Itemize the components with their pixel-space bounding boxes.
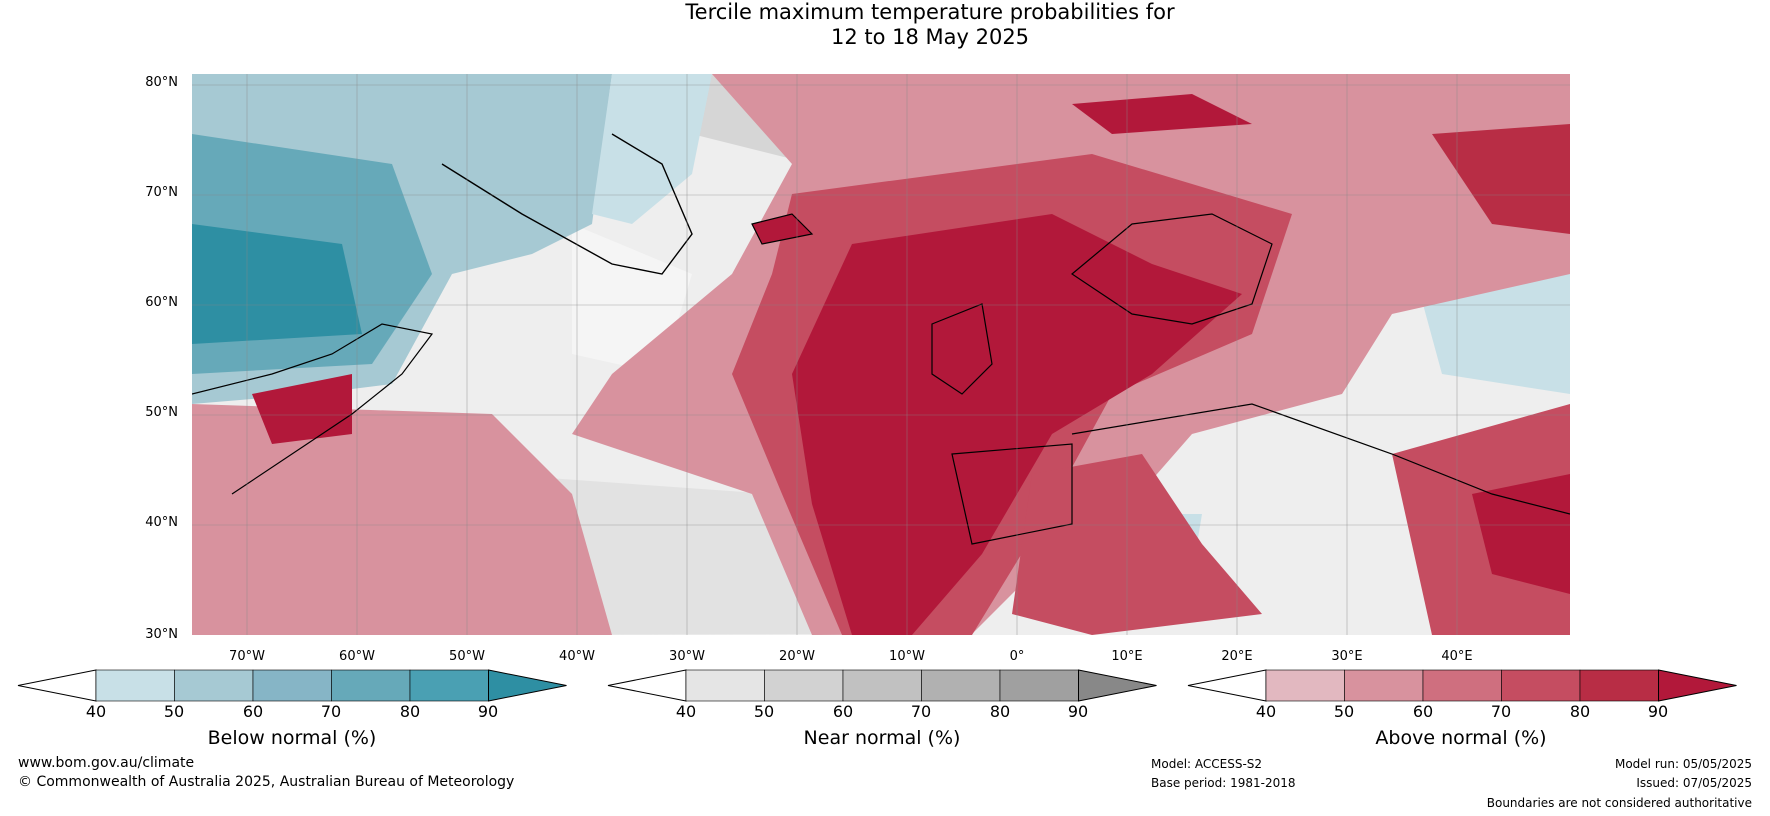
above-normal-label: Above normal (%) (1375, 727, 1547, 749)
lon-label-60w: 60°W (339, 649, 375, 664)
above-normal-segment-3 (1422, 669, 1502, 702)
colorbar-near-normal (607, 669, 1157, 702)
map-canvas (192, 74, 1570, 635)
near-tick-80: 80 (989, 702, 1011, 721)
near-tick-60: 60 (832, 702, 854, 721)
colorbars (17, 669, 1737, 702)
near-normal-segment-5 (999, 669, 1079, 702)
disclaimer-text: Boundaries are not considered authoritat… (1486, 796, 1752, 810)
above-normal-middle-east-core (1472, 474, 1570, 594)
model-run-text: Model run: 05/05/2025 (1614, 757, 1752, 771)
above-normal-kara (1432, 124, 1570, 234)
title-line-1: Tercile maximum temperature probabilitie… (685, 0, 1175, 24)
below-normal-segment-3 (252, 669, 332, 702)
lon-label-70w: 70°W (229, 649, 265, 664)
above-tick-60: 60 (1412, 702, 1434, 721)
near-normal-segment-3 (842, 669, 922, 702)
below-tick-70: 70 (320, 702, 342, 721)
above-normal-mediterranean (1012, 454, 1262, 635)
above-tick-90: 90 (1647, 702, 1669, 721)
below-normal-greenland (592, 74, 712, 224)
below-tick-40: 40 (85, 702, 107, 721)
lat-label-60n: 60°N (145, 295, 178, 310)
map-gridlines (192, 74, 1570, 635)
above-normal-segment-4 (1501, 669, 1581, 702)
above-tick-70: 70 (1490, 702, 1512, 721)
near-normal-segment-4 (921, 669, 1001, 702)
near-normal-extend-low (607, 669, 687, 702)
lon-label-40w: 40°W (559, 649, 595, 664)
above-tick-80: 80 (1569, 702, 1591, 721)
above-normal-segment-5 (1579, 669, 1659, 702)
iberia-outline (951, 443, 1073, 545)
above-normal-segment-2 (1344, 669, 1424, 702)
below-normal-segment-5 (409, 669, 489, 702)
below-normal-extend-high (488, 669, 567, 702)
below-normal-segment-2 (174, 669, 254, 702)
above-normal-svalbard (1072, 94, 1252, 134)
north-america-coastline (192, 323, 434, 495)
colorbar-below-normal (17, 669, 567, 702)
website-link[interactable]: www.bom.gov.au/climate (18, 755, 195, 771)
lon-label-20e: 20°E (1221, 649, 1253, 664)
below-tick-50: 50 (163, 702, 185, 721)
colorbar-above-normal (1187, 669, 1737, 702)
near-normal-segment-2 (764, 669, 844, 702)
near-tick-90: 90 (1067, 702, 1089, 721)
lat-label-50n: 50°N (145, 405, 178, 420)
britain-outline (931, 303, 993, 395)
issued-text: Issued: 07/05/2025 (1636, 776, 1752, 790)
lat-label-30n: 30°N (145, 627, 178, 642)
lon-label-40e: 40°E (1441, 649, 1473, 664)
above-normal-extend-high (1658, 669, 1737, 702)
model-text: Model: ACCESS-S2 (1151, 757, 1263, 771)
near-tick-50: 50 (753, 702, 775, 721)
above-normal-extend-low (1187, 669, 1267, 702)
above-normal-newfoundland (252, 374, 352, 444)
near-normal-label: Near normal (%) (803, 727, 961, 749)
below-normal-segment-1 (95, 669, 175, 702)
lon-label-50w: 50°W (449, 649, 485, 664)
base-period-text: Base period: 1981-2018 (1151, 776, 1296, 790)
lon-label-10w: 10°W (889, 649, 925, 664)
below-normal-label: Below normal (%) (207, 727, 377, 749)
above-normal-atlantic-southwest (192, 404, 612, 635)
lat-label-70n: 70°N (145, 185, 178, 200)
lat-label-40n: 40°N (145, 515, 178, 530)
below-normal-strong-canada (192, 224, 362, 344)
near-tick-40: 40 (675, 702, 697, 721)
below-tick-60: 60 (242, 702, 264, 721)
lon-label-20w: 20°W (779, 649, 815, 664)
copyright-text: © Commonwealth of Australia 2025, Austra… (18, 774, 515, 790)
lon-label-10e: 10°E (1111, 649, 1143, 664)
lat-label-80n: 80°N (145, 75, 178, 90)
lon-label-0: 0° (1009, 649, 1025, 664)
below-tick-90: 90 (477, 702, 499, 721)
southern-europe-coastline (1071, 403, 1570, 515)
above-tick-40: 40 (1255, 702, 1277, 721)
chart-title: Tercile maximum temperature probabilitie… (0, 0, 1770, 50)
below-normal-segment-4 (331, 669, 411, 702)
probability-map (192, 74, 1570, 635)
near-tick-70: 70 (910, 702, 932, 721)
near-normal-segment-1 (685, 669, 765, 702)
near-normal-extend-high (1078, 669, 1157, 702)
lon-label-30w: 30°W (669, 649, 705, 664)
below-normal-extend-low (17, 669, 97, 702)
below-tick-80: 80 (399, 702, 421, 721)
lon-label-30e: 30°E (1331, 649, 1363, 664)
above-normal-segment-1 (1265, 669, 1345, 702)
greenland-coastline (441, 133, 693, 275)
above-tick-50: 50 (1333, 702, 1355, 721)
title-line-2: 12 to 18 May 2025 (830, 25, 1030, 49)
scandinavia-outline (1070, 213, 1273, 325)
